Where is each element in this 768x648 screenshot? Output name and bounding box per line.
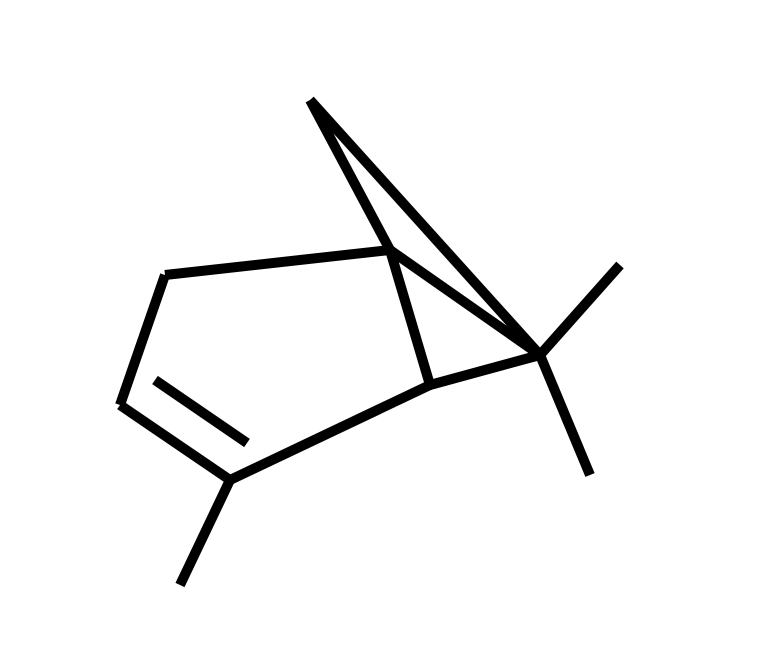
molecule-structure [0,0,768,648]
bond [430,355,540,385]
bond [540,265,620,355]
bond-group [120,100,620,585]
bond [180,480,230,585]
bond [165,250,390,275]
bond [230,385,430,480]
bond [310,100,540,355]
bond [540,355,590,475]
